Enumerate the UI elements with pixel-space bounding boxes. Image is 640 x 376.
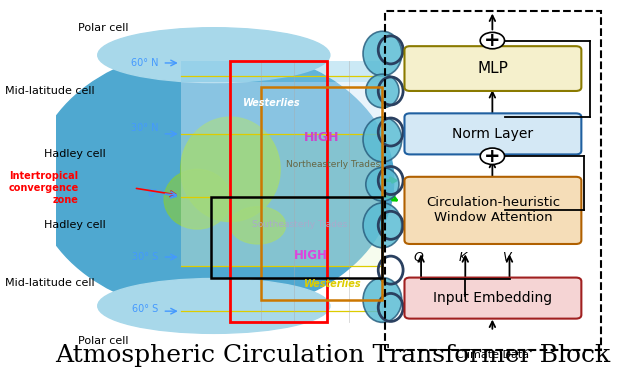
Text: +: + xyxy=(484,31,500,50)
FancyBboxPatch shape xyxy=(180,134,380,197)
Text: 60° S: 60° S xyxy=(132,304,159,314)
Text: Input Embedding: Input Embedding xyxy=(433,291,552,305)
FancyBboxPatch shape xyxy=(180,82,380,134)
Text: 60° N: 60° N xyxy=(131,58,159,68)
Text: Norm Layer: Norm Layer xyxy=(452,127,534,141)
Text: Polar cell: Polar cell xyxy=(77,336,128,346)
Text: MLP: MLP xyxy=(477,61,508,76)
Text: Mid-latitude cell: Mid-latitude cell xyxy=(5,86,95,96)
Ellipse shape xyxy=(366,74,399,108)
Text: 30° N: 30° N xyxy=(131,123,159,133)
Text: Hadley cell: Hadley cell xyxy=(44,220,106,230)
Text: V: V xyxy=(502,250,511,264)
FancyBboxPatch shape xyxy=(404,177,581,244)
Text: Northeasterly Trades: Northeasterly Trades xyxy=(285,161,380,170)
Text: Climate Data: Climate Data xyxy=(456,350,529,360)
FancyBboxPatch shape xyxy=(404,277,581,318)
Ellipse shape xyxy=(180,117,280,221)
FancyBboxPatch shape xyxy=(404,46,581,91)
Ellipse shape xyxy=(34,47,394,314)
Text: HIGH: HIGH xyxy=(294,249,328,262)
Text: Mid-latitude cell: Mid-latitude cell xyxy=(5,278,95,288)
FancyBboxPatch shape xyxy=(180,61,380,82)
Text: Q: Q xyxy=(413,250,423,264)
Text: Southeasterly Trades: Southeasterly Trades xyxy=(252,220,347,229)
Ellipse shape xyxy=(363,277,402,322)
Text: 0°: 0° xyxy=(148,189,159,199)
Ellipse shape xyxy=(366,167,399,201)
Circle shape xyxy=(480,32,504,49)
Circle shape xyxy=(480,148,504,164)
Ellipse shape xyxy=(230,207,285,244)
Text: K: K xyxy=(458,250,467,264)
Text: Westerlies: Westerlies xyxy=(304,279,362,289)
Text: Hadley cell: Hadley cell xyxy=(44,149,106,159)
FancyBboxPatch shape xyxy=(180,197,380,266)
Text: HIGH: HIGH xyxy=(304,131,339,144)
Text: Polar cell: Polar cell xyxy=(77,23,128,32)
Text: Circulation-heuristic
Window Attention: Circulation-heuristic Window Attention xyxy=(426,196,560,224)
Ellipse shape xyxy=(98,279,330,334)
Ellipse shape xyxy=(363,117,402,162)
Ellipse shape xyxy=(98,28,330,83)
Text: 30° S: 30° S xyxy=(132,252,159,262)
Ellipse shape xyxy=(363,203,402,248)
Text: +: + xyxy=(484,147,500,166)
Ellipse shape xyxy=(363,31,402,76)
Text: Westerlies: Westerlies xyxy=(243,98,301,108)
Ellipse shape xyxy=(164,169,230,229)
FancyBboxPatch shape xyxy=(404,113,581,155)
Text: Intertropical
convergence
zone: Intertropical convergence zone xyxy=(8,171,79,205)
Text: Atmospheric Circulation Transformer Block: Atmospheric Circulation Transformer Bloc… xyxy=(55,344,611,367)
